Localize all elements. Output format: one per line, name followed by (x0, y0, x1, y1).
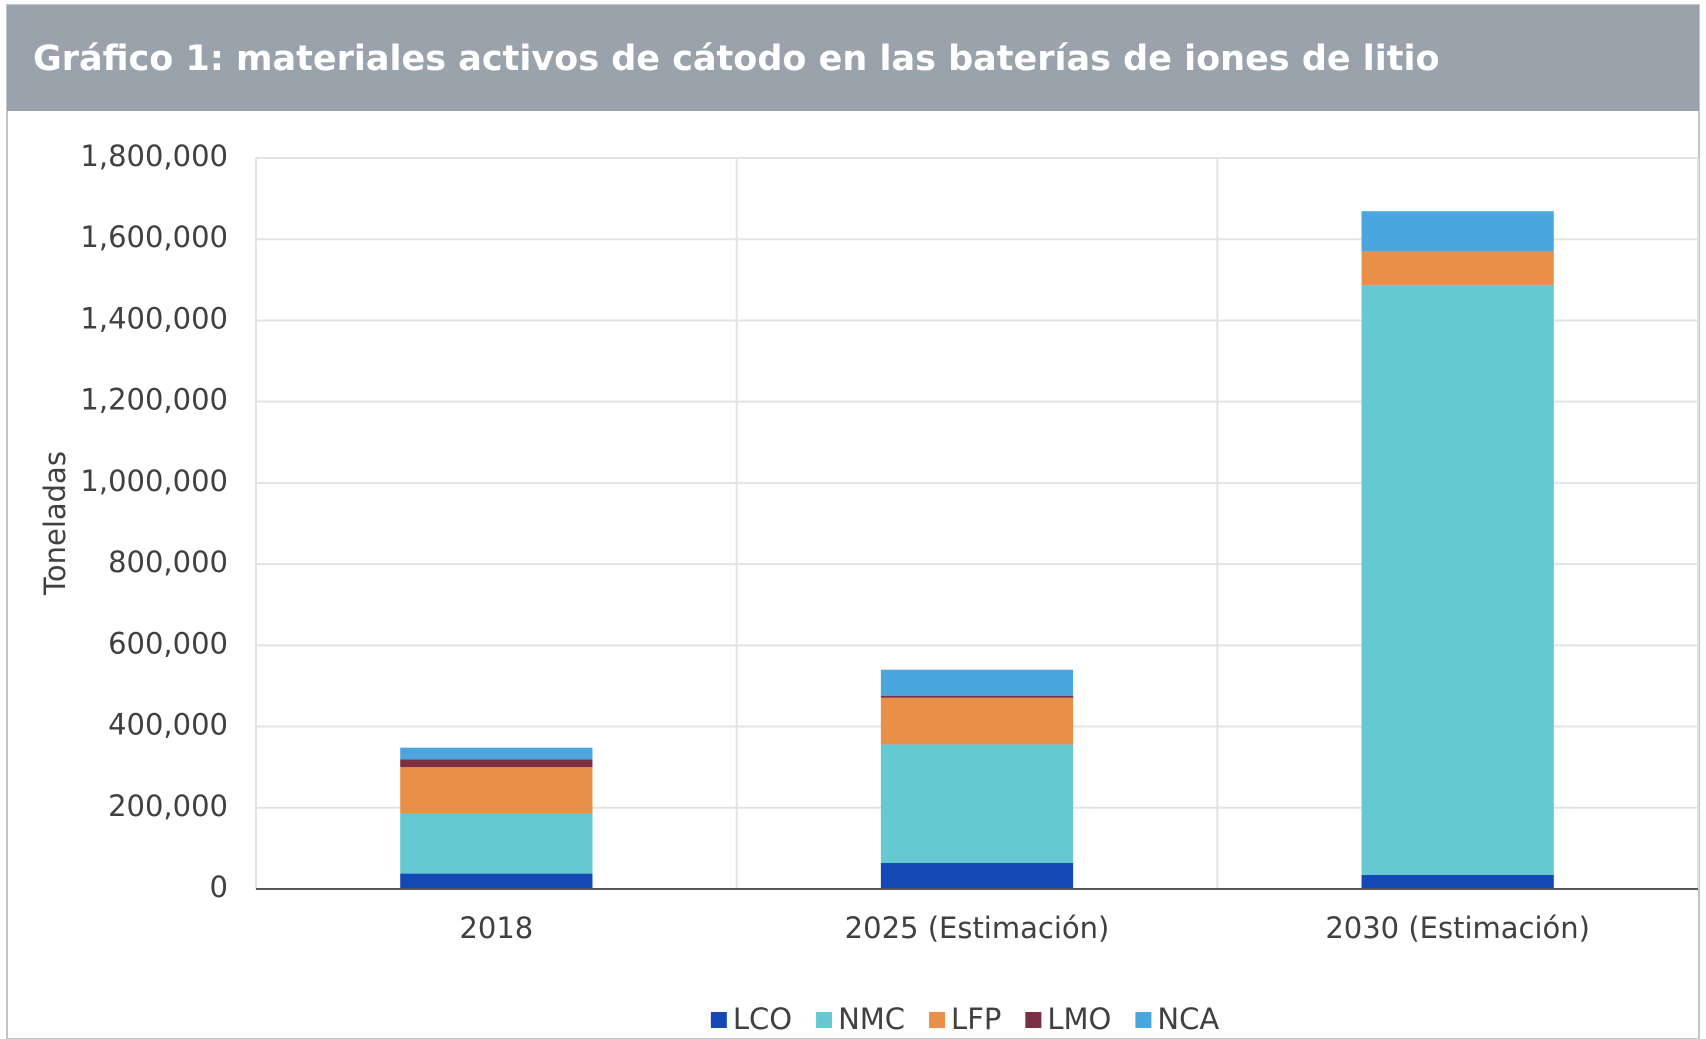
bar-segment (880, 863, 1074, 889)
chart-title: Gráfico 1: materiales activos de cátodo … (33, 39, 1440, 79)
legend-swatch (816, 1012, 833, 1028)
y-tick-label: 400,000 (108, 708, 228, 742)
bar-segment (880, 697, 1074, 745)
y-tick-label: 600,000 (108, 626, 228, 660)
x-tick-label: 2025 (Estimación) (845, 911, 1110, 945)
bar-segment (880, 669, 1074, 696)
legend-label: LFP (951, 1002, 1001, 1036)
y-tick-label: 200,000 (108, 789, 228, 823)
bar-segment (400, 873, 593, 889)
bar-segment (880, 695, 1074, 698)
y-tick-label: 1,800,000 (80, 139, 228, 173)
legend-label: NCA (1157, 1002, 1219, 1036)
bar-segment (1361, 251, 1554, 286)
bar-segment (400, 813, 593, 874)
legend-swatch (1025, 1012, 1042, 1028)
x-tick-label: 2030 (Estimación) (1325, 911, 1590, 945)
y-tick-label: 1,200,000 (80, 383, 228, 417)
bar-segment (1361, 874, 1554, 889)
header (7, 5, 1699, 111)
legend-label: LMO (1047, 1002, 1111, 1036)
y-tick-label: 800,000 (108, 545, 228, 579)
x-tick-label: 2018 (459, 911, 533, 945)
bar-segment (400, 759, 593, 768)
bar-segment (1361, 211, 1554, 252)
bar-segment (400, 767, 593, 814)
bar-segment (400, 747, 593, 760)
legend-label: NMC (838, 1002, 905, 1036)
y-tick-label: 1,000,000 (80, 464, 228, 498)
legend-swatch (929, 1012, 946, 1028)
y-tick-label: 0 (210, 870, 228, 904)
legend-label: LCO (733, 1002, 792, 1036)
bar-segment (880, 744, 1074, 864)
bar-segment (1361, 285, 1554, 875)
y-tick-label: 1,600,000 (80, 220, 228, 254)
legend-swatch (710, 1012, 727, 1028)
y-axis-label: Toneladas (38, 451, 72, 596)
legend-swatch (1135, 1012, 1152, 1028)
y-tick-label: 1,400,000 (80, 301, 228, 335)
